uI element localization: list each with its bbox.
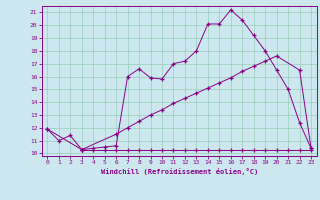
X-axis label: Windchill (Refroidissement éolien,°C): Windchill (Refroidissement éolien,°C) (100, 168, 258, 175)
